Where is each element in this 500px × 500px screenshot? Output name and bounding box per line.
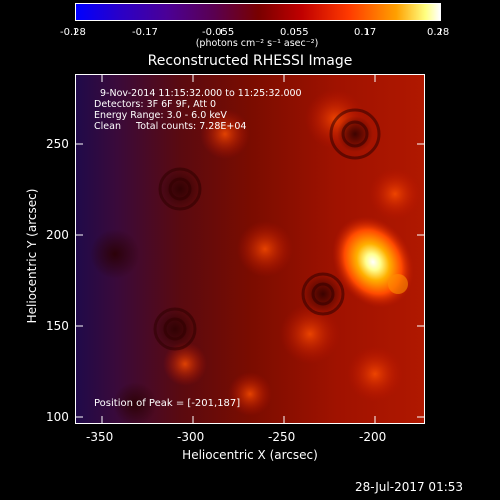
y-tick-label: 200 <box>46 228 69 242</box>
y-axis-label: Heliocentric Y (arcsec) <box>25 188 39 324</box>
rhessi-image <box>75 74 425 424</box>
y-tick-label: 250 <box>46 137 69 151</box>
x-tick-label: -300 <box>177 430 205 444</box>
colorbar-units-label: (photons cm⁻² s⁻¹ asec⁻²) <box>195 38 319 49</box>
plot-frame <box>75 74 425 424</box>
colorbar-tick-label: 0.17 <box>354 27 377 38</box>
detectors-info: Detectors: 3F 6F 9F, Att 0 <box>94 99 217 110</box>
plot-title: Reconstructed RHESSI Image <box>147 53 353 69</box>
peak-position-label: Position of Peak = [-201,187] <box>94 398 241 409</box>
rhessi-image-canvas <box>75 74 425 424</box>
colorbar-ticks <box>75 20 441 34</box>
clean-total-counts-info: Clean Total counts: 7.28E+04 <box>94 121 247 132</box>
colorbar-tick-label: -0.17 <box>132 27 158 38</box>
x-tick-label: -350 <box>86 430 114 444</box>
colorbar-tick-label: 0.28 <box>427 27 450 38</box>
colorbar <box>75 3 441 21</box>
x-tick-label: -250 <box>268 430 296 444</box>
x-axis-label: Heliocentric X (arcsec) <box>182 448 318 462</box>
colorbar-tick-label: -0.055 <box>202 27 235 38</box>
energy-range-info: Energy Range: 3.0 - 6.0 keV <box>94 110 227 121</box>
footer-timestamp: 28-Jul-2017 01:53 <box>355 480 464 494</box>
colorbar-tick-label: -0.28 <box>60 27 86 38</box>
observation-time: 9-Nov-2014 11:15:32.000 to 11:25:32.000 <box>100 88 302 99</box>
x-tick-label: -200 <box>359 430 387 444</box>
y-tick-label: 150 <box>46 319 69 333</box>
colorbar-tick-label: 0.055 <box>280 27 309 38</box>
colorbar-tick-marks <box>75 29 441 34</box>
y-tick-label: 100 <box>46 410 69 424</box>
